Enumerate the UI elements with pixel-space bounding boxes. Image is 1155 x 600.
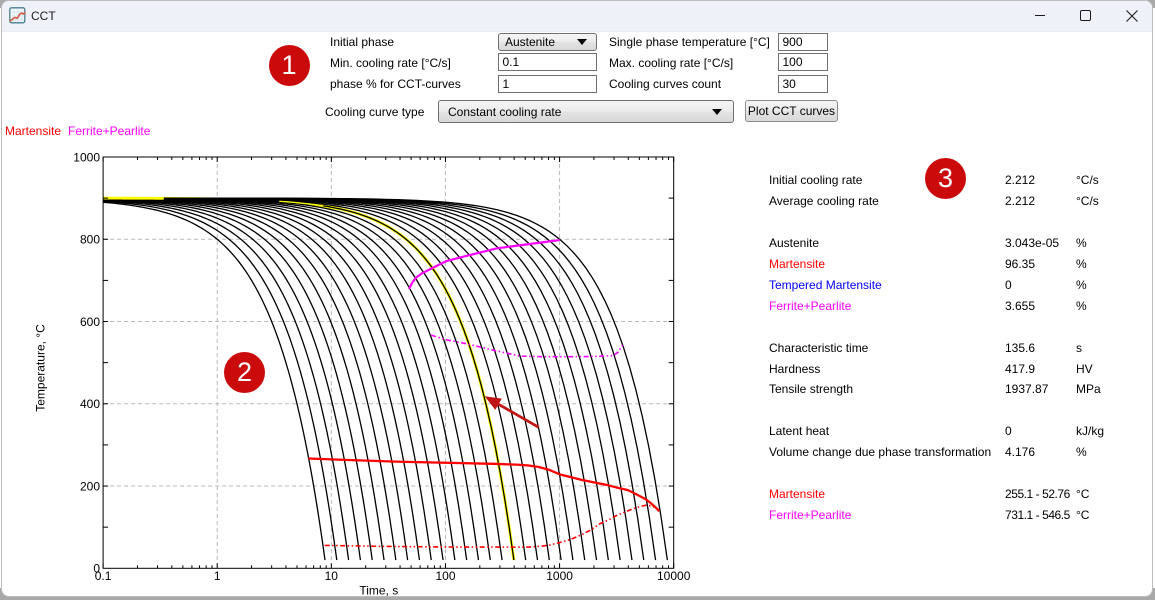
svg-text:1000: 1000 bbox=[73, 150, 100, 164]
svg-text:0: 0 bbox=[93, 562, 100, 576]
svg-text:10000: 10000 bbox=[657, 569, 691, 583]
svg-text:800: 800 bbox=[80, 233, 100, 247]
svg-text:400: 400 bbox=[80, 397, 100, 411]
svg-text:0.1: 0.1 bbox=[95, 569, 112, 583]
svg-text:1000: 1000 bbox=[546, 569, 573, 583]
svg-text:600: 600 bbox=[80, 315, 100, 329]
svg-text:Time, s: Time, s bbox=[359, 584, 398, 598]
svg-text:1: 1 bbox=[214, 569, 221, 583]
svg-text:Temperature, °C: Temperature, °C bbox=[34, 324, 48, 412]
svg-text:10: 10 bbox=[325, 569, 339, 583]
svg-text:200: 200 bbox=[80, 479, 100, 493]
svg-text:100: 100 bbox=[435, 569, 455, 583]
